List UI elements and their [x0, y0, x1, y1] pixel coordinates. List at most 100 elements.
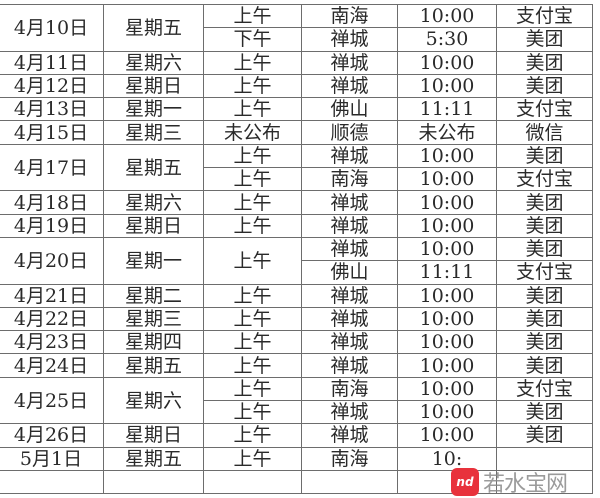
weekday-cell: 星期五	[103, 143, 204, 192]
period-cell: 上午	[203, 400, 302, 425]
time-cell: 10:00	[397, 306, 497, 332]
period-cell: 上午	[203, 143, 302, 169]
period-cell: 上午	[203, 190, 302, 215]
time-cell: 10:00	[397, 73, 497, 99]
period-cell: 上午	[203, 306, 302, 332]
location-cell: 禅城	[301, 283, 398, 308]
platform-cell: 美团	[496, 143, 593, 169]
date-cell: 4月22日	[0, 306, 104, 332]
platform-cell: 支付宝	[496, 260, 593, 285]
period-cell: 上午	[203, 376, 302, 402]
location-cell: 佛山	[301, 260, 398, 285]
empty-cell	[203, 469, 302, 495]
platform-cell: 支付宝	[496, 376, 593, 402]
time-cell: 10:00	[397, 423, 497, 448]
table-row	[0, 469, 593, 495]
table-row: 4月12日 星期日 上午 禅城 10:00 美团	[0, 73, 593, 99]
watermark: nd 若水宝网	[451, 466, 568, 498]
time-cell: 10:00	[397, 167, 497, 192]
date-cell: 4月21日	[0, 283, 104, 308]
time-cell: 10:00	[397, 190, 497, 215]
time-cell: 10:00	[397, 143, 497, 169]
platform-cell	[496, 446, 593, 471]
platform-cell: 支付宝	[496, 97, 593, 122]
platform-cell: 支付宝	[496, 3, 593, 29]
table-row: 4月15日 星期三 未公布 顺德 未公布 微信	[0, 120, 593, 145]
table-row: 下午 禅城 5:30 美团	[0, 27, 593, 52]
time-cell: 10:00	[397, 400, 497, 425]
weekday-cell: 星期五	[103, 353, 204, 378]
weekday-cell: 星期六	[103, 376, 204, 425]
period-cell: 上午	[203, 330, 302, 355]
platform-cell: 美团	[496, 190, 593, 215]
period-cell: 上午	[203, 213, 302, 238]
platform-cell: 支付宝	[496, 167, 593, 192]
period-cell: 未公布	[203, 120, 302, 145]
date-cell: 4月20日	[0, 236, 104, 285]
time-cell: 未公布	[397, 120, 497, 145]
platform-cell: 美团	[496, 353, 593, 378]
time-cell: 10:00	[397, 213, 497, 238]
location-cell: 顺德	[301, 120, 398, 145]
time-cell: 5:30	[397, 27, 497, 52]
period-cell: 上午	[203, 50, 302, 75]
period-cell: 上午	[203, 236, 302, 285]
watermark-logo-icon: nd	[451, 468, 479, 496]
platform-cell: 美团	[496, 27, 593, 52]
date-cell: 4月26日	[0, 423, 104, 448]
date-cell: 4月15日	[0, 120, 104, 145]
period-cell: 上午	[203, 3, 302, 29]
table-row: 4月23日 星期四 上午 禅城 10:00 美团	[0, 330, 593, 355]
period-cell: 上午	[203, 446, 302, 471]
platform-cell: 美团	[496, 213, 593, 238]
time-cell: 10:00	[397, 353, 497, 378]
table-row: 4月25日 星期六 上午 南海 10:00 支付宝	[0, 376, 593, 425]
table-row: 4月10日 星期五 上午 南海 10:00 支付宝	[0, 3, 593, 52]
platform-cell: 美团	[496, 330, 593, 355]
platform-cell: 美团	[496, 400, 593, 425]
weekday-cell: 星期六	[103, 190, 204, 215]
table-row: 4月24日 星期五 上午 禅城 10:00 美团	[0, 353, 593, 378]
location-cell: 禅城	[301, 190, 398, 215]
time-cell: 10:00	[397, 50, 497, 75]
platform-cell: 美团	[496, 50, 593, 75]
period-cell: 上午	[203, 167, 302, 192]
date-cell: 4月17日	[0, 143, 104, 192]
location-cell: 南海	[301, 446, 398, 471]
date-cell: 4月24日	[0, 353, 104, 378]
table-row: 4月20日 星期一 上午 禅城 10:00 美团	[0, 236, 593, 285]
empty-cell	[103, 469, 204, 495]
weekday-cell: 星期三	[103, 306, 204, 332]
time-cell: 10:	[397, 446, 497, 471]
location-cell: 禅城	[301, 400, 398, 425]
empty-cell	[496, 469, 593, 495]
time-cell: 10:00	[397, 330, 497, 355]
time-cell: 10:00	[397, 3, 497, 29]
platform-cell: 美团	[496, 306, 593, 332]
table-row: 4月18日 星期六 上午 禅城 10:00 美团	[0, 190, 593, 215]
platform-cell: 微信	[496, 120, 593, 145]
date-cell: 4月13日	[0, 97, 104, 122]
location-cell: 禅城	[301, 213, 398, 238]
location-cell: 禅城	[301, 27, 398, 52]
table-row: 4月22日 星期三 上午 禅城 10:00 美团	[0, 306, 593, 332]
weekday-cell: 星期六	[103, 50, 204, 75]
period-cell: 上午	[203, 73, 302, 99]
table-row: 佛山 11:11 支付宝	[0, 260, 593, 285]
empty-cell	[0, 469, 104, 495]
watermark-text: 若水宝网	[483, 472, 568, 497]
location-cell: 禅城	[301, 236, 398, 262]
weekday-cell: 星期一	[103, 236, 204, 285]
date-cell: 4月23日	[0, 330, 104, 355]
table-row: 上午 南海 10:00 支付宝	[0, 167, 593, 192]
time-cell: 10:00	[397, 236, 497, 262]
weekday-cell: 星期日	[103, 73, 204, 99]
date-cell: 5月1日	[0, 446, 104, 471]
empty-cell	[301, 469, 398, 495]
location-cell: 禅城	[301, 330, 398, 355]
date-cell: 4月10日	[0, 4, 104, 52]
schedule-table: 4月10日 星期五 上午 南海 10:00 支付宝 下午 禅城 5:30 美团 4月11日 星期六 上午…	[0, 3, 593, 495]
period-cell: 上午	[203, 97, 302, 122]
time-cell: 10:00	[397, 376, 497, 402]
time-cell: 10:00	[397, 283, 497, 308]
